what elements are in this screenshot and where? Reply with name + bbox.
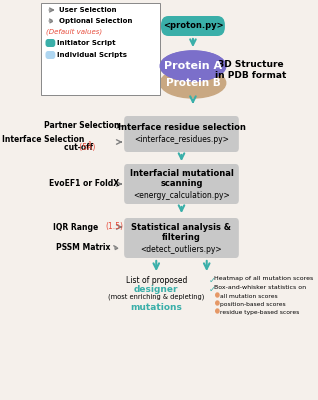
Text: residue type-based scores: residue type-based scores [220, 310, 299, 315]
Text: Protein B: Protein B [166, 78, 220, 88]
Ellipse shape [160, 51, 226, 81]
Circle shape [216, 301, 219, 305]
Text: (5Å): (5Å) [65, 142, 95, 152]
Text: filtering: filtering [162, 234, 201, 242]
Circle shape [216, 309, 219, 313]
Circle shape [216, 293, 219, 297]
Text: Interfacial mutational: Interfacial mutational [129, 170, 233, 178]
Text: EvoEF1 or FoldX: EvoEF1 or FoldX [49, 180, 119, 188]
Text: all mutation scores: all mutation scores [220, 294, 277, 299]
Text: User Selection: User Selection [59, 7, 117, 13]
Text: PSSM Matrix: PSSM Matrix [56, 244, 110, 252]
Text: Statistical analysis &: Statistical analysis & [131, 224, 232, 232]
Text: ✓: ✓ [208, 276, 215, 285]
Text: Protein A: Protein A [164, 61, 222, 71]
Text: Partner Selection: Partner Selection [44, 122, 119, 130]
Text: Interface residue selection: Interface residue selection [118, 124, 245, 132]
Text: (most enriching & depleting): (most enriching & depleting) [108, 294, 204, 300]
Ellipse shape [160, 68, 226, 98]
Text: designer: designer [134, 285, 178, 294]
Text: List of proposed: List of proposed [126, 276, 187, 285]
FancyBboxPatch shape [41, 3, 160, 95]
FancyBboxPatch shape [45, 39, 55, 47]
Ellipse shape [160, 51, 226, 81]
Text: ✓: ✓ [208, 285, 215, 294]
Text: Box-and-whisker statistics on: Box-and-whisker statistics on [214, 285, 306, 290]
Text: (1.5): (1.5) [105, 222, 123, 232]
Text: Individual Scripts: Individual Scripts [57, 52, 127, 58]
Text: <proton.py>: <proton.py> [162, 22, 223, 30]
Text: Interface Selection: Interface Selection [3, 136, 85, 144]
Text: <detect_outliers.py>: <detect_outliers.py> [141, 244, 222, 254]
FancyBboxPatch shape [124, 218, 239, 258]
Text: Heatmap of all mutation scores: Heatmap of all mutation scores [214, 276, 313, 281]
Text: Optional Selection: Optional Selection [59, 18, 133, 24]
Text: mutations: mutations [130, 303, 182, 312]
FancyBboxPatch shape [124, 164, 239, 204]
FancyBboxPatch shape [45, 51, 55, 59]
Text: scanning: scanning [160, 180, 203, 188]
Text: <interface_residues.py>: <interface_residues.py> [134, 136, 229, 144]
FancyBboxPatch shape [124, 116, 239, 152]
Text: Initiator Script: Initiator Script [57, 40, 115, 46]
Text: <energy_calculation.py>: <energy_calculation.py> [133, 190, 230, 200]
FancyBboxPatch shape [161, 16, 225, 36]
Text: (Default values): (Default values) [46, 29, 102, 35]
Text: position-based scores: position-based scores [220, 302, 286, 307]
Text: IQR Range: IQR Range [52, 222, 100, 232]
Text: 3D Structure
in PDB format: 3D Structure in PDB format [215, 60, 287, 80]
Text: cut-off: cut-off [64, 142, 95, 152]
